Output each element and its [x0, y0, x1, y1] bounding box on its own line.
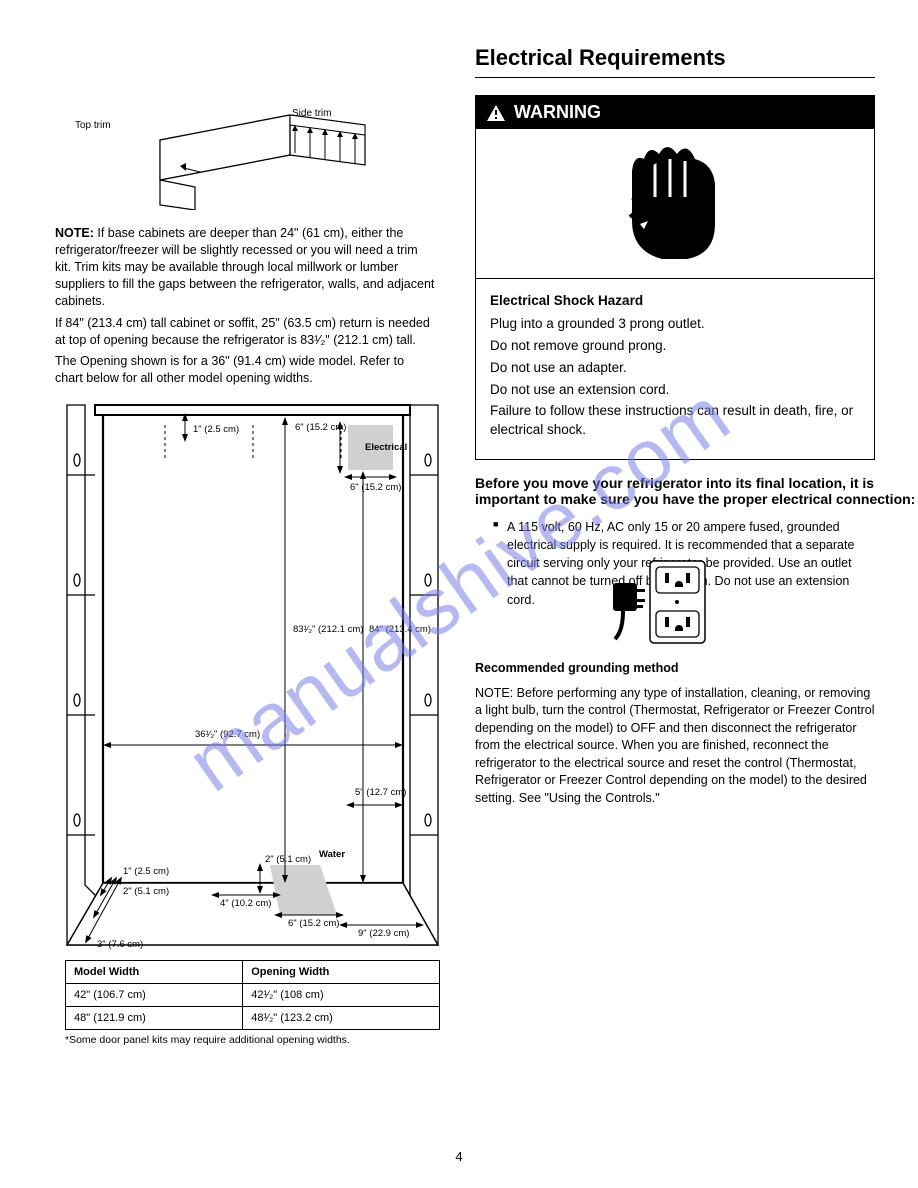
dim-height-1: 83¹⁄₂" (212.1 cm): [293, 625, 363, 635]
trim-label-top: Top trim: [75, 120, 111, 131]
warning-triangle-icon: [486, 104, 506, 122]
dim-floor-1: 1" (2.5 cm): [123, 867, 169, 877]
opening-dimensions-figure: 1" (2.5 cm) 6" (15.2 cm) 6" (15.2 cm) El…: [65, 395, 440, 955]
section-rule: [475, 77, 875, 78]
left-para-3: The Opening shown is for a 36" (91.4 cm)…: [55, 353, 435, 387]
note-lead: NOTE:: [55, 226, 94, 240]
label-water: Water: [319, 850, 345, 860]
left-para-2: If 84" (213.4 cm) tall cabinet or soffit…: [55, 315, 435, 349]
left-note-block: NOTE: If base cabinets are deeper than 2…: [55, 225, 435, 349]
dim-width: 36¹⁄₂" (92.7 cm): [195, 730, 260, 740]
dim-elec-w: 6" (15.2 cm): [350, 483, 401, 493]
warning-line-4: Do not use an extension cord.: [490, 381, 860, 400]
warning-box: WARNING Electrical Shock Hazard Plug int…: [475, 95, 875, 460]
th-model-width: Model Width: [66, 961, 243, 984]
note-text: If base cabinets are deeper than 24" (61…: [55, 226, 434, 308]
dim-water-5in: 5" (12.7 cm): [355, 788, 406, 798]
before-heading: Before you move your refrigerator into i…: [475, 475, 918, 507]
cell-r2c1: 48" (121.9 cm): [66, 1007, 243, 1030]
warning-header: WARNING: [476, 96, 874, 129]
dim-elec-h: 6" (15.2 cm): [295, 423, 346, 433]
dim-top-1in: 1" (2.5 cm): [193, 425, 239, 435]
width-table: Model Width Opening Width 42" (106.7 cm)…: [65, 960, 440, 1046]
warning-line-1: Plug into a grounded 3 prong outlet.: [490, 315, 860, 334]
grounding-method-block: Recommended grounding method NOTE: Befor…: [475, 660, 875, 814]
cell-r2c2: 48¹⁄₂" (123.2 cm): [243, 1007, 440, 1030]
label-electrical: Electrical: [365, 443, 407, 453]
cell-r1c1: 42" (106.7 cm): [66, 984, 243, 1007]
outlet-figure: [605, 553, 715, 653]
dim-floor-3: 3" (7.6 cm): [97, 940, 143, 950]
trim-label-side: Side trim: [292, 108, 331, 119]
page-number: 4: [455, 1149, 462, 1164]
cell-r1c2: 42¹⁄₂" (108 cm): [243, 984, 440, 1007]
dim-fw-2: 6" (15.2 cm): [288, 919, 339, 929]
warning-line-3: Do not use an adapter.: [490, 359, 860, 378]
dim-floor-2: 2" (5.1 cm): [123, 887, 169, 897]
warning-lead: Electrical Shock Hazard: [490, 292, 860, 311]
dim-fw-3: 9" (22.9 cm): [358, 929, 409, 939]
method-text: NOTE: Before performing any type of inst…: [475, 685, 875, 808]
warning-body: Electrical Shock Hazard Plug into a grou…: [476, 279, 874, 459]
trim-kit-figure: [140, 90, 370, 210]
method-heading: Recommended grounding method: [475, 660, 875, 678]
th-opening-width: Opening Width: [243, 961, 440, 984]
warning-line-5: Failure to follow these instructions can…: [490, 402, 860, 440]
warning-graphic: [476, 129, 874, 279]
table-footnote: *Some door panel kits may require additi…: [65, 1034, 440, 1046]
dim-2in: 2" (5.1 cm): [265, 855, 311, 865]
dim-height-2: 84" (213.4 cm): [369, 625, 431, 635]
section-title-electrical: Electrical Requirements: [475, 45, 726, 71]
warning-label: WARNING: [514, 102, 601, 123]
dim-fw-1: 4" (10.2 cm): [220, 899, 271, 909]
warning-line-2: Do not remove ground prong.: [490, 337, 860, 356]
